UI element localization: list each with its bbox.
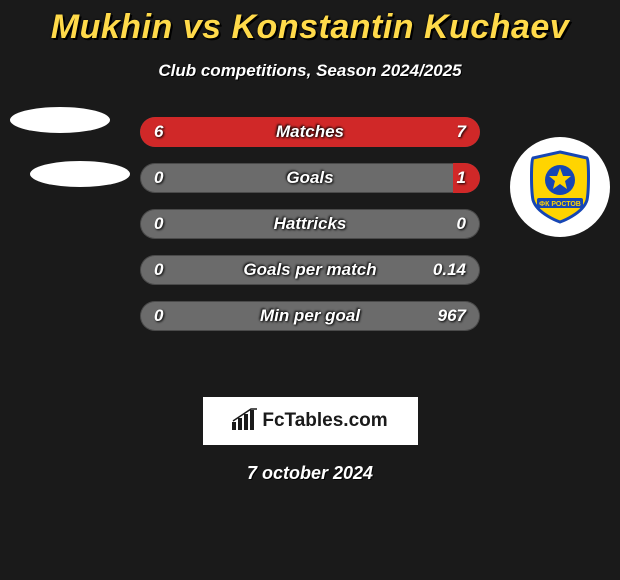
stat-row: Matches67 xyxy=(140,117,480,147)
stat-value-right: 0.14 xyxy=(433,255,466,285)
comparison-title: Mukhin vs Konstantin Kuchaev xyxy=(0,0,620,47)
brand-box: FcTables.com xyxy=(203,397,418,445)
player-right-crest: ФК РОСТОВ xyxy=(510,107,610,237)
stat-fill-right xyxy=(296,117,480,147)
stat-row: Hattricks0 0 xyxy=(140,209,480,239)
avatar-placeholder xyxy=(30,161,130,187)
svg-text:ФК РОСТОВ: ФК РОСТОВ xyxy=(539,201,581,208)
player-left-avatars xyxy=(10,107,130,215)
comparison-content: ФК РОСТОВ Matches67Goals01Hattricks00Goa… xyxy=(0,117,620,377)
stat-row: Min per goal0 967 xyxy=(140,301,480,331)
shield-icon: ФК РОСТОВ xyxy=(527,150,593,224)
chart-bars-icon xyxy=(232,408,258,435)
stat-label: Goals xyxy=(140,163,480,193)
stat-label: Min per goal xyxy=(140,301,480,331)
stat-value-left: 0 xyxy=(154,255,163,285)
stat-label: Hattricks xyxy=(140,209,480,239)
brand-text: FcTables.com xyxy=(262,410,387,432)
stat-fill-right xyxy=(453,163,480,193)
stat-value-left: 0 xyxy=(154,163,163,193)
stat-row: Goals01 xyxy=(140,163,480,193)
stat-value-left: 0 xyxy=(154,209,163,239)
avatar-placeholder xyxy=(10,107,110,133)
stat-label: Goals per match xyxy=(140,255,480,285)
stat-row: Goals per match0 0.14 xyxy=(140,255,480,285)
club-crest: ФК РОСТОВ xyxy=(510,137,610,237)
stat-value-right: 0 xyxy=(457,209,466,239)
stat-value-left: 0 xyxy=(154,301,163,331)
snapshot-date: 7 october 2024 xyxy=(0,463,620,484)
stat-value-right: 967 xyxy=(438,301,466,331)
season-subtitle: Club competitions, Season 2024/2025 xyxy=(0,61,620,81)
stat-fill-left xyxy=(140,117,296,147)
stat-bars: Matches67Goals01Hattricks00Goals per mat… xyxy=(140,117,480,331)
